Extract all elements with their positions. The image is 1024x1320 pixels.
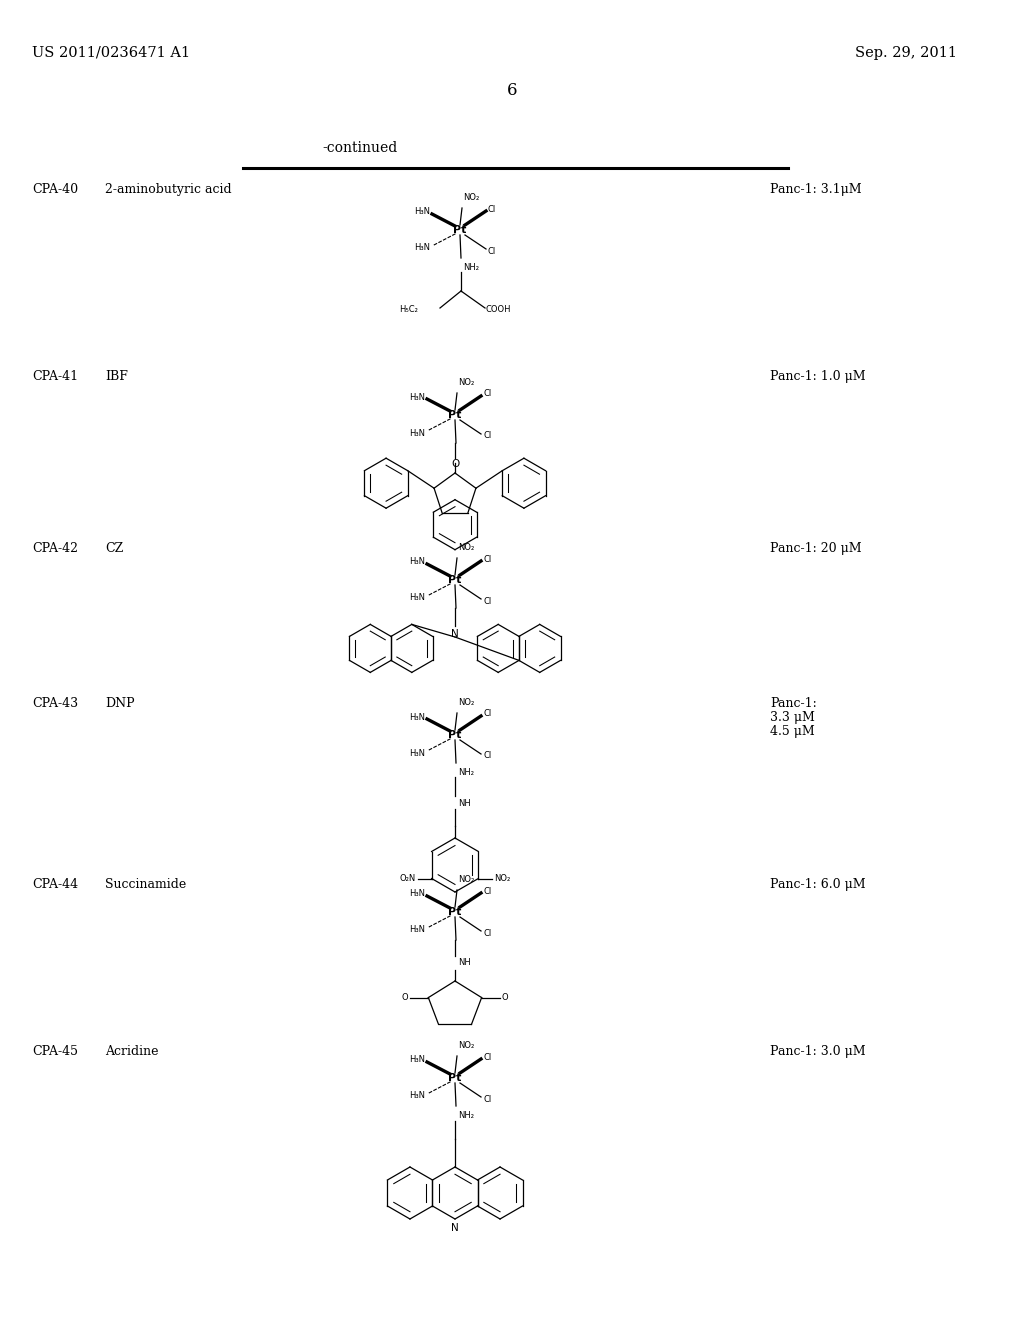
Text: H₃N: H₃N	[414, 243, 430, 252]
Text: N: N	[452, 630, 459, 639]
Text: NO₂: NO₂	[458, 875, 474, 884]
Text: Cl: Cl	[483, 928, 492, 937]
Text: Cl: Cl	[483, 710, 492, 718]
Text: O₂N: O₂N	[399, 874, 416, 883]
Text: H₃N: H₃N	[409, 594, 425, 602]
Text: H₃N: H₃N	[409, 748, 425, 758]
Text: NO₂: NO₂	[463, 193, 479, 202]
Text: N: N	[452, 1224, 459, 1233]
Text: Panc-1: 3.1μM: Panc-1: 3.1μM	[770, 183, 861, 195]
Text: CPA-42: CPA-42	[32, 543, 78, 554]
Text: NH: NH	[458, 799, 471, 808]
Text: Panc-1: 3.0 μM: Panc-1: 3.0 μM	[770, 1045, 865, 1059]
Text: H₃N: H₃N	[414, 207, 430, 216]
Text: H₃N: H₃N	[409, 890, 425, 899]
Text: Sep. 29, 2011: Sep. 29, 2011	[855, 46, 957, 59]
Text: Cl: Cl	[488, 247, 497, 256]
Text: 3.3 μM: 3.3 μM	[770, 711, 815, 723]
Text: Succinamide: Succinamide	[105, 878, 186, 891]
Text: CPA-45: CPA-45	[32, 1045, 78, 1059]
Text: NO₂: NO₂	[458, 698, 474, 708]
Text: Pt: Pt	[449, 1073, 462, 1082]
Text: H₃N: H₃N	[409, 1056, 425, 1064]
Text: O: O	[502, 993, 508, 1002]
Text: CPA-41: CPA-41	[32, 370, 78, 383]
Text: Cl: Cl	[483, 1052, 492, 1061]
Text: IBF: IBF	[105, 370, 128, 383]
Text: H₃N: H₃N	[409, 429, 425, 437]
Text: H₅C₂: H₅C₂	[399, 305, 418, 314]
Text: COOH: COOH	[486, 305, 512, 314]
Text: Cl: Cl	[483, 887, 492, 895]
Text: Pt: Pt	[449, 576, 462, 585]
Text: H₃N: H₃N	[409, 713, 425, 722]
Text: NO₂: NO₂	[495, 874, 511, 883]
Text: O: O	[451, 459, 459, 469]
Text: O: O	[401, 993, 409, 1002]
Text: 2-aminobutyric acid: 2-aminobutyric acid	[105, 183, 231, 195]
Text: CPA-40: CPA-40	[32, 183, 78, 195]
Text: -continued: -continued	[322, 141, 397, 154]
Text: CPA-43: CPA-43	[32, 697, 78, 710]
Text: 6: 6	[507, 82, 517, 99]
Text: CZ: CZ	[105, 543, 123, 554]
Text: NO₂: NO₂	[458, 543, 474, 552]
Text: H₃N: H₃N	[409, 557, 425, 566]
Text: CPA-44: CPA-44	[32, 878, 78, 891]
Text: Panc-1: 1.0 μM: Panc-1: 1.0 μM	[770, 370, 865, 383]
Text: Cl: Cl	[483, 1094, 492, 1104]
Text: NH₂: NH₂	[463, 263, 479, 272]
Text: Cl: Cl	[483, 597, 492, 606]
Text: Cl: Cl	[483, 554, 492, 564]
Text: Cl: Cl	[483, 432, 492, 441]
Text: Panc-1: 20 μM: Panc-1: 20 μM	[770, 543, 861, 554]
Text: Pt: Pt	[449, 907, 462, 917]
Text: NH: NH	[458, 958, 471, 968]
Text: 4.5 μM: 4.5 μM	[770, 725, 815, 738]
Text: Pt: Pt	[449, 411, 462, 420]
Text: Cl: Cl	[483, 389, 492, 399]
Text: NO₂: NO₂	[458, 378, 474, 387]
Text: NO₂: NO₂	[458, 1041, 474, 1049]
Text: NH₂: NH₂	[458, 768, 474, 777]
Text: H₃N: H₃N	[409, 1092, 425, 1101]
Text: Cl: Cl	[483, 751, 492, 760]
Text: Panc-1: 6.0 μM: Panc-1: 6.0 μM	[770, 878, 865, 891]
Text: Acridine: Acridine	[105, 1045, 159, 1059]
Text: US 2011/0236471 A1: US 2011/0236471 A1	[32, 46, 190, 59]
Text: Pt: Pt	[454, 224, 467, 235]
Text: Cl: Cl	[488, 205, 497, 214]
Text: NH₂: NH₂	[458, 1111, 474, 1119]
Text: H₃N: H₃N	[409, 392, 425, 401]
Text: H₃N: H₃N	[409, 925, 425, 935]
Text: Panc-1:: Panc-1:	[770, 697, 817, 710]
Text: DNP: DNP	[105, 697, 134, 710]
Text: Pt: Pt	[449, 730, 462, 741]
